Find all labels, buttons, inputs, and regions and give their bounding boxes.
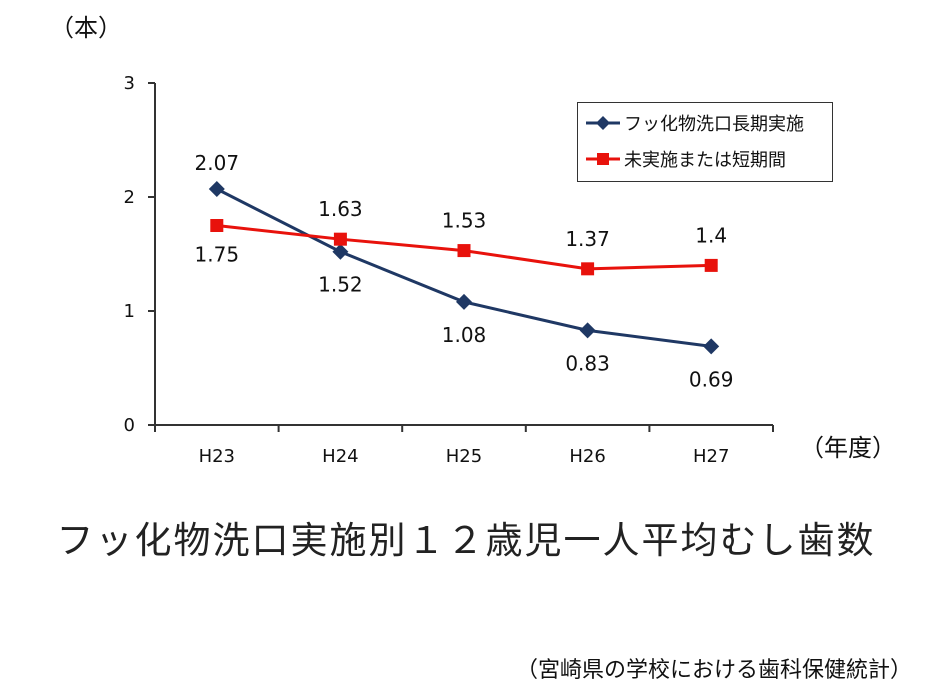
- data-label-series-2: 1.63: [318, 197, 363, 221]
- data-label-series-1: 0.83: [565, 351, 610, 375]
- data-point-series-1: [456, 293, 472, 310]
- data-label-series-2: 1.53: [442, 209, 487, 233]
- data-point-series-2: [581, 262, 595, 276]
- source-note: （宮崎県の学校における歯科保健統計）: [515, 658, 912, 683]
- y-tick-label: 1: [124, 301, 135, 322]
- legend-item-series-2: 未実施または短期間: [578, 147, 786, 171]
- data-point-series-2: [210, 219, 224, 232]
- y-tick-label: 2: [124, 187, 135, 208]
- legend-label-series-1: フッ化物洗口長期実施: [624, 114, 804, 135]
- data-point-series-2: [333, 232, 347, 246]
- chart-title: フッ化物洗口実施別１２歳児一人平均むし歯数: [56, 519, 876, 562]
- data-label-series-2: 1.4: [695, 223, 727, 247]
- data-point-series-1: [332, 243, 349, 260]
- data-label-series-2: 1.75: [195, 243, 240, 267]
- data-point-series-1: [208, 181, 225, 198]
- x-tick-label: H27: [693, 446, 729, 467]
- y-axis-unit-label: （本）: [50, 14, 122, 42]
- data-label-series-1: 1.08: [442, 323, 487, 347]
- data-point-series-1: [703, 338, 720, 355]
- y-tick-label: 0: [124, 415, 135, 436]
- diamond-marker-icon: [586, 116, 620, 130]
- data-label-series-1: 2.07: [195, 151, 240, 175]
- data-label-series-1: 0.69: [689, 367, 734, 391]
- legend-label-series-2: 未実施または短期間: [624, 150, 786, 171]
- legend: フッ化物洗口長期実施 未実施または短期間: [577, 102, 833, 182]
- x-tick-label: H26: [569, 446, 605, 467]
- x-axis-unit-label: （年度）: [800, 434, 896, 462]
- square-marker-icon: [586, 153, 620, 165]
- data-point-series-1: [579, 322, 596, 339]
- x-tick-label: H23: [199, 446, 235, 467]
- y-tick-label: 3: [124, 73, 135, 94]
- data-label-series-1: 1.52: [318, 273, 363, 297]
- data-point-series-2: [704, 258, 718, 272]
- data-label-series-2: 1.37: [565, 227, 610, 251]
- data-point-series-2: [457, 244, 471, 258]
- x-tick-label: H25: [446, 446, 482, 467]
- legend-item-series-1: フッ化物洗口長期実施: [578, 111, 804, 135]
- x-tick-label: H24: [322, 446, 358, 467]
